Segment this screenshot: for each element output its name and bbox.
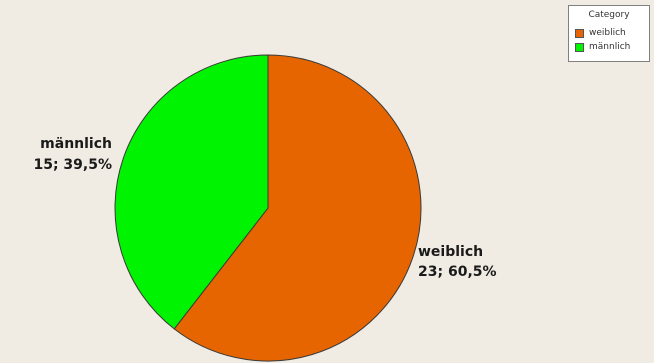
slice-label-name-0: weiblich — [418, 244, 483, 260]
legend-label-weiblich: weiblich — [589, 28, 626, 38]
legend-swatch-weiblich — [575, 28, 584, 38]
legend-item-weiblich: weiblich — [575, 27, 626, 39]
pie-slice-1 — [114, 54, 269, 330]
slice-label-value-1: 15; 39,5% — [33, 157, 112, 173]
legend-item-maennlich: männlich — [575, 41, 630, 53]
legend-swatch-maennlich — [575, 42, 584, 52]
slice-label-name-1: männlich — [40, 136, 112, 152]
legend-label-maennlich: männlich — [589, 42, 631, 52]
legend: Category weiblich männlich — [568, 5, 650, 62]
slice-label-value-0: 23; 60,5% — [418, 264, 497, 280]
pie-slice-0 — [173, 54, 422, 362]
legend-title: Category — [588, 10, 630, 20]
